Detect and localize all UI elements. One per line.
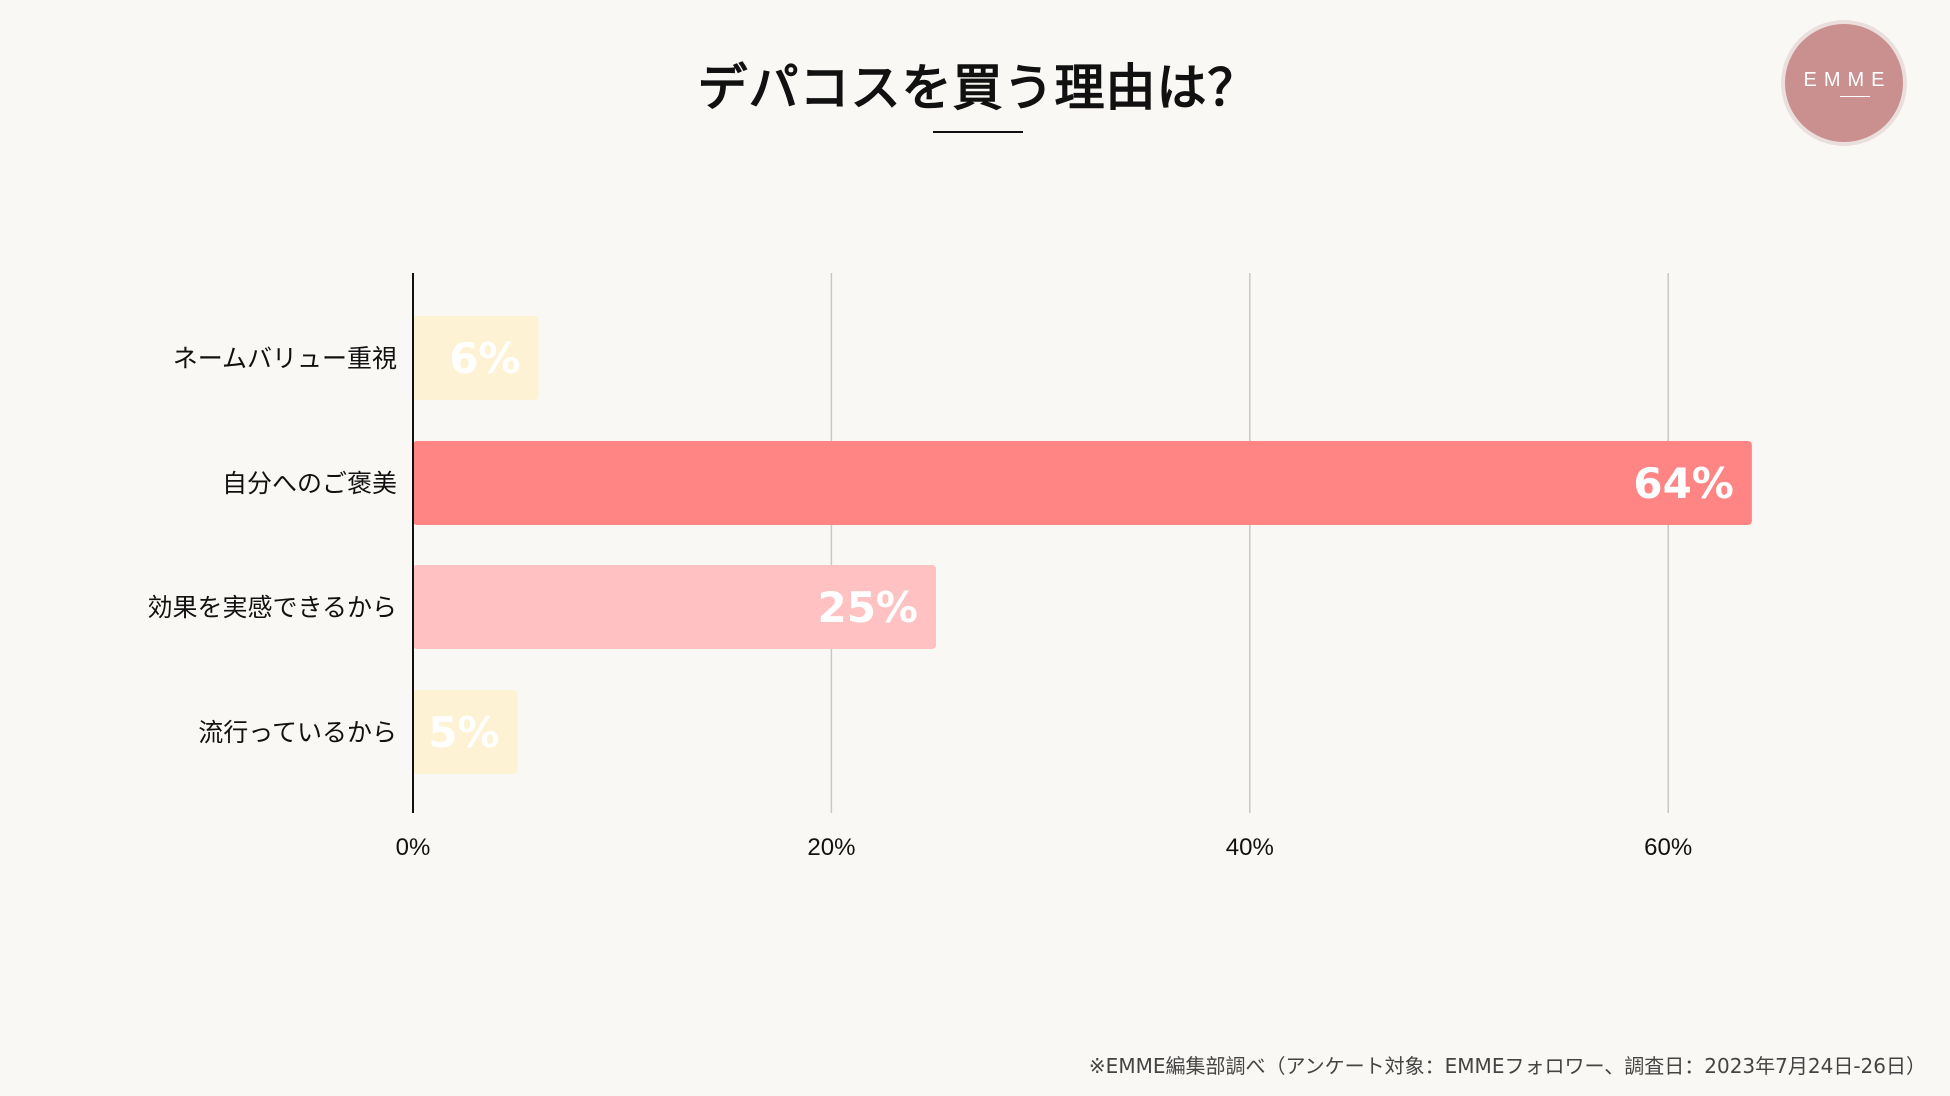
category-label: 自分へのご褒美 bbox=[222, 469, 397, 498]
chart-title: デパコスを買う理由は？ bbox=[697, 59, 1259, 117]
emme-logo: EMME bbox=[1785, 24, 1903, 142]
bar bbox=[413, 690, 518, 774]
logo-underline bbox=[1840, 96, 1870, 97]
bar bbox=[413, 565, 936, 649]
category-label: ネームバリュー重視 bbox=[173, 344, 397, 373]
bar-value-label: 25% bbox=[817, 583, 918, 632]
x-tick-label: 40% bbox=[1226, 834, 1274, 861]
category-label: 流行っているから bbox=[198, 718, 397, 747]
footnote: ※EMME編集部調べ（アンケート対象：EMMEフォロワー、調査日：2023年7月… bbox=[1088, 1054, 1926, 1078]
bar-value-label: 6% bbox=[449, 334, 520, 383]
bar-value-label: 5% bbox=[428, 708, 499, 757]
x-tick-label: 60% bbox=[1644, 834, 1692, 861]
x-tick-label: 20% bbox=[807, 834, 855, 861]
x-tick-label: 0% bbox=[396, 834, 431, 861]
bar bbox=[413, 441, 1752, 525]
category-label: 効果を実感できるから bbox=[147, 593, 397, 622]
title-underline bbox=[933, 131, 1023, 133]
logo-text: EMME bbox=[1803, 69, 1892, 91]
bar-chart: 0% 20% 40% 60% 6% ネームバリュー重視 64% 自分へのご褒美 25% 効果を実感… bbox=[147, 273, 1752, 861]
bar-value-label: 64% bbox=[1633, 459, 1734, 508]
bar bbox=[413, 316, 539, 400]
